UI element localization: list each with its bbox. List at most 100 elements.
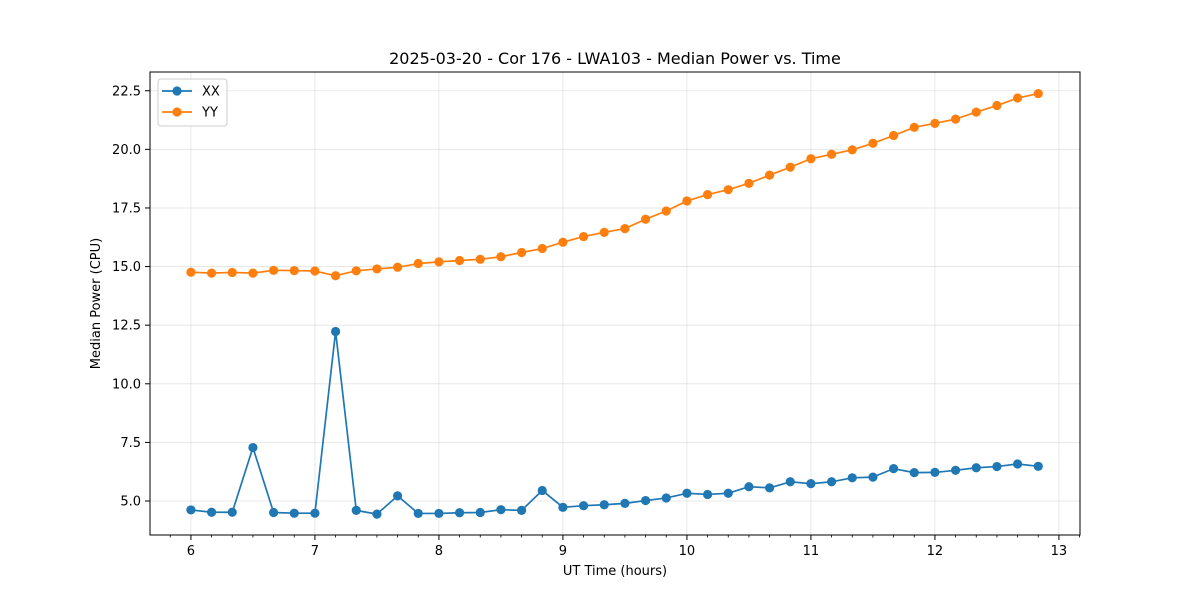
data-point-xx <box>496 505 506 515</box>
plot-area-frame <box>149 71 1081 536</box>
data-point-xx <box>268 507 279 518</box>
data-point-xx <box>785 477 795 487</box>
data-point-yy <box>785 162 795 172</box>
x-axis-label: UT Time (hours) <box>563 564 667 579</box>
data-point-yy <box>930 118 940 128</box>
data-point-yy <box>186 267 196 277</box>
data-point-xx <box>950 465 961 475</box>
data-point-yy <box>578 231 589 242</box>
data-point-yy <box>971 107 981 117</box>
y-tick-label: 12.5 <box>112 319 141 334</box>
data-point-xx <box>620 498 630 508</box>
data-point-xx <box>971 463 981 473</box>
data-point-yy <box>392 262 403 272</box>
data-point-xx <box>702 489 713 500</box>
legend-label-xx: XX <box>202 85 220 100</box>
series-layer <box>186 88 1043 519</box>
data-point-xx <box>868 472 878 482</box>
data-point-xx <box>434 508 444 519</box>
data-point-xx <box>578 501 589 511</box>
data-point-xx <box>392 491 403 501</box>
data-point-yy <box>744 178 754 188</box>
data-point-yy <box>330 271 341 281</box>
data-point-yy <box>806 154 816 164</box>
data-point-xx <box>1012 459 1023 469</box>
x-tick-label: 8 <box>435 544 443 559</box>
grid <box>150 72 1080 535</box>
axis-ticks: 6 7 8 9 10 11 12 13 5.0 7.5 10.0 12.5 15.0 17.5 20.0 22… <box>112 84 1080 559</box>
data-point-yy <box>413 258 423 269</box>
data-point-yy <box>868 138 878 148</box>
data-point-yy <box>558 237 568 247</box>
data-point-xx <box>806 479 816 489</box>
data-point-xx <box>826 477 837 487</box>
data-point-xx <box>1033 461 1043 471</box>
data-point-yy <box>723 185 733 195</box>
x-tick-label: 12 <box>927 544 944 559</box>
data-point-yy <box>888 130 899 141</box>
y-tick-label: 5.0 <box>120 495 141 510</box>
data-point-yy <box>1033 88 1043 99</box>
data-point-xx <box>992 461 1002 472</box>
data-point-yy <box>248 268 258 278</box>
data-point-xx <box>723 488 733 498</box>
y-tick-label: 20.0 <box>112 143 141 158</box>
legend-swatch-marker <box>172 107 182 117</box>
data-point-yy <box>516 247 527 258</box>
data-point-xx <box>661 493 671 503</box>
y-tick-label: 17.5 <box>112 201 141 216</box>
data-point-xx <box>558 502 568 512</box>
data-point-xx <box>599 500 609 510</box>
chart-title: 2025-03-20 - Cor 176 - LWA103 - Median P… <box>389 49 841 68</box>
data-point-xx <box>764 483 775 493</box>
data-point-yy <box>909 122 919 132</box>
data-point-yy <box>434 257 444 267</box>
y-tick-label: 7.5 <box>120 436 141 451</box>
data-point-yy <box>661 206 671 216</box>
data-point-xx <box>640 495 651 506</box>
x-tick-label: 13 <box>1051 544 1068 559</box>
x-tick-label: 9 <box>559 544 567 559</box>
data-point-yy <box>351 266 361 276</box>
data-point-xx <box>930 467 940 478</box>
data-point-xx <box>351 505 361 515</box>
data-point-yy <box>599 227 609 237</box>
data-point-xx <box>413 508 423 519</box>
data-point-xx <box>227 507 237 517</box>
data-point-yy <box>1012 93 1023 103</box>
legend[interactable]: XX YY <box>157 78 228 127</box>
legend-swatch-marker <box>172 86 182 96</box>
data-point-yy <box>992 100 1002 111</box>
data-point-yy <box>372 264 382 274</box>
data-point-xx <box>330 326 341 337</box>
y-axis-label: Median Power (CPU) <box>89 238 104 369</box>
x-tick-label: 6 <box>187 544 195 559</box>
data-point-yy <box>702 190 713 200</box>
x-tick-label: 7 <box>311 544 319 559</box>
data-point-xx <box>682 488 692 498</box>
data-point-xx <box>289 508 299 518</box>
data-point-xx <box>888 464 899 474</box>
data-point-xx <box>454 508 465 518</box>
data-point-yy <box>682 196 692 206</box>
data-point-yy <box>206 268 217 278</box>
data-point-yy <box>454 255 465 266</box>
data-point-yy <box>950 114 961 124</box>
data-point-xx <box>248 442 258 453</box>
data-point-yy <box>764 170 775 180</box>
y-tick-label: 22.5 <box>112 84 141 99</box>
data-point-xx <box>516 505 527 515</box>
x-tick-label: 11 <box>803 544 820 559</box>
data-point-yy <box>310 266 320 276</box>
y-tick-label: 15.0 <box>112 260 141 275</box>
data-point-yy <box>289 265 299 276</box>
data-point-yy <box>537 243 547 254</box>
data-point-yy <box>640 214 651 224</box>
data-point-xx <box>372 509 382 519</box>
data-point-xx <box>537 485 547 496</box>
data-point-yy <box>268 265 279 275</box>
data-point-yy <box>227 267 237 278</box>
data-point-yy <box>496 252 506 262</box>
data-point-xx <box>206 507 217 517</box>
data-point-yy <box>847 145 857 155</box>
